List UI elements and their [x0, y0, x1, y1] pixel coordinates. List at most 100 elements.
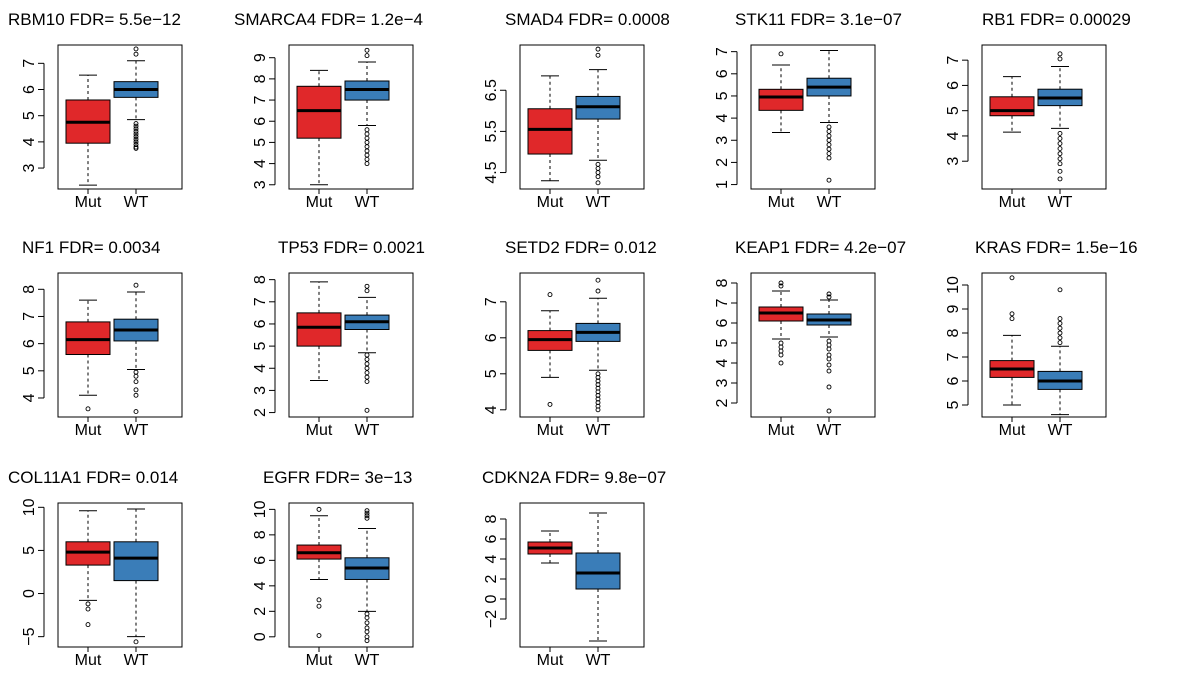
plot-frame: [751, 45, 875, 189]
x-category-label: WT: [355, 422, 380, 439]
y-tick-label: 5: [21, 546, 38, 555]
outlier-point: [1058, 288, 1062, 292]
y-tick-label: 8: [483, 514, 500, 523]
outlier-point: [1058, 321, 1062, 325]
outlier-point: [134, 47, 138, 51]
y-tick-label: 7: [21, 59, 38, 68]
outlier-point: [1058, 157, 1062, 161]
outlier-point: [1058, 331, 1062, 335]
outlier-point: [1058, 52, 1062, 56]
plot-frame: [982, 45, 1106, 189]
outlier-point: [365, 54, 369, 58]
plot-frame: [751, 273, 875, 417]
boxplot-panel: SETD2 FDR= 0.012 4 5 6 7 Mut WT: [483, 238, 657, 439]
y-tick-label: 3: [252, 180, 269, 189]
outlier-point: [827, 143, 831, 147]
outlier-point: [596, 175, 600, 179]
panel-title: CDKN2A FDR= 9.8e−07: [482, 468, 666, 487]
boxplot-panel: TP53 FDR= 0.00212345678Mut WT: [252, 238, 425, 439]
x-category-label: Mut: [306, 194, 333, 211]
outlier-point: [1058, 177, 1062, 181]
y-tick-label: 5.5: [483, 120, 500, 142]
outlier-point: [365, 128, 369, 132]
x-category-label: WT: [1048, 422, 1073, 439]
y-tick-label: 5: [945, 106, 962, 115]
x-category-label: WT: [586, 422, 611, 439]
boxplot-panel: SMAD4 FDR= 0.0008 4.5 5.5 6.5 Mut WT: [483, 10, 670, 211]
outlier-point: [596, 181, 600, 185]
outlier-point: [1058, 147, 1062, 151]
boxplot-panel: RBM10 FDR= 5.5e−12 3 4 5 6 7 Mut WT: [8, 10, 182, 211]
panel-title: KEAP1 FDR= 4.2e−07: [735, 238, 906, 257]
y-tick-label: 4: [483, 554, 500, 563]
x-category-label: Mut: [999, 422, 1026, 439]
outlier-point: [365, 284, 369, 288]
outlier-point: [134, 370, 138, 374]
y-tick-label: −5: [21, 627, 38, 645]
outlier-point: [365, 366, 369, 370]
outlier-point: [548, 402, 552, 406]
y-tick-label: 7: [252, 96, 269, 105]
outlier-point: [827, 357, 831, 361]
outlier-point: [827, 129, 831, 133]
y-tick-label: 6: [21, 85, 38, 94]
outlier-point: [134, 283, 138, 287]
panel-title: SETD2 FDR= 0.012: [505, 238, 657, 257]
y-tick-label: 3: [21, 164, 38, 173]
outlier-point: [1058, 57, 1062, 61]
y-tick-label: 5: [252, 138, 269, 147]
outlier-point: [365, 408, 369, 412]
outlier-point: [365, 48, 369, 52]
outlier-point: [365, 509, 369, 513]
outlier-point: [317, 634, 321, 638]
boxplot-panel: CDKN2A FDR= 9.8e−07−202468Mut WT: [482, 468, 666, 669]
outlier-point: [365, 353, 369, 357]
x-category-label: Mut: [537, 422, 564, 439]
y-tick-label: 5: [21, 366, 38, 375]
y-tick-label: 4: [714, 358, 731, 367]
outlier-point: [1058, 341, 1062, 345]
y-tick-label: 6: [483, 534, 500, 543]
y-tick-label: 3: [252, 386, 269, 395]
outlier-point: [365, 162, 369, 166]
y-tick-label: 4: [252, 581, 269, 590]
outlier-point: [365, 380, 369, 384]
outlier-point: [1058, 326, 1062, 330]
plot-frame: [982, 273, 1106, 417]
box-mut: [759, 89, 803, 110]
outlier-point: [827, 347, 831, 351]
x-category-label: WT: [124, 422, 149, 439]
outlier-point: [1058, 317, 1062, 321]
outlier-point: [827, 385, 831, 389]
y-tick-label: 10: [21, 498, 38, 516]
outlier-point: [365, 140, 369, 144]
outlier-point: [548, 293, 552, 297]
box-mut: [990, 97, 1034, 116]
outlier-point: [779, 341, 783, 345]
outlier-point: [1058, 169, 1062, 173]
outlier-point: [827, 363, 831, 367]
outlier-point: [827, 339, 831, 343]
box-mut: [528, 109, 572, 154]
y-tick-label: 1: [714, 180, 731, 189]
outlier-point: [365, 362, 369, 366]
y-tick-label: 8: [21, 285, 38, 294]
outlier-point: [365, 145, 369, 149]
x-category-label: Mut: [768, 194, 795, 211]
y-tick-label: 7: [252, 297, 269, 306]
outlier-point: [1010, 317, 1014, 321]
y-tick-label: 8: [252, 74, 269, 83]
y-tick-label: 6: [714, 69, 731, 78]
outlier-point: [365, 132, 369, 136]
outlier-point: [86, 407, 90, 411]
outlier-point: [365, 153, 369, 157]
y-tick-label: 8: [714, 278, 731, 287]
outlier-point: [596, 278, 600, 282]
y-tick-label: 4: [252, 159, 269, 168]
y-tick-label: 6: [714, 318, 731, 327]
x-category-label: WT: [586, 194, 611, 211]
box-wt: [576, 553, 620, 589]
y-tick-label: 7: [714, 47, 731, 56]
outlier-point: [134, 640, 138, 644]
panel-title: STK11 FDR= 3.1e−07: [735, 10, 902, 29]
